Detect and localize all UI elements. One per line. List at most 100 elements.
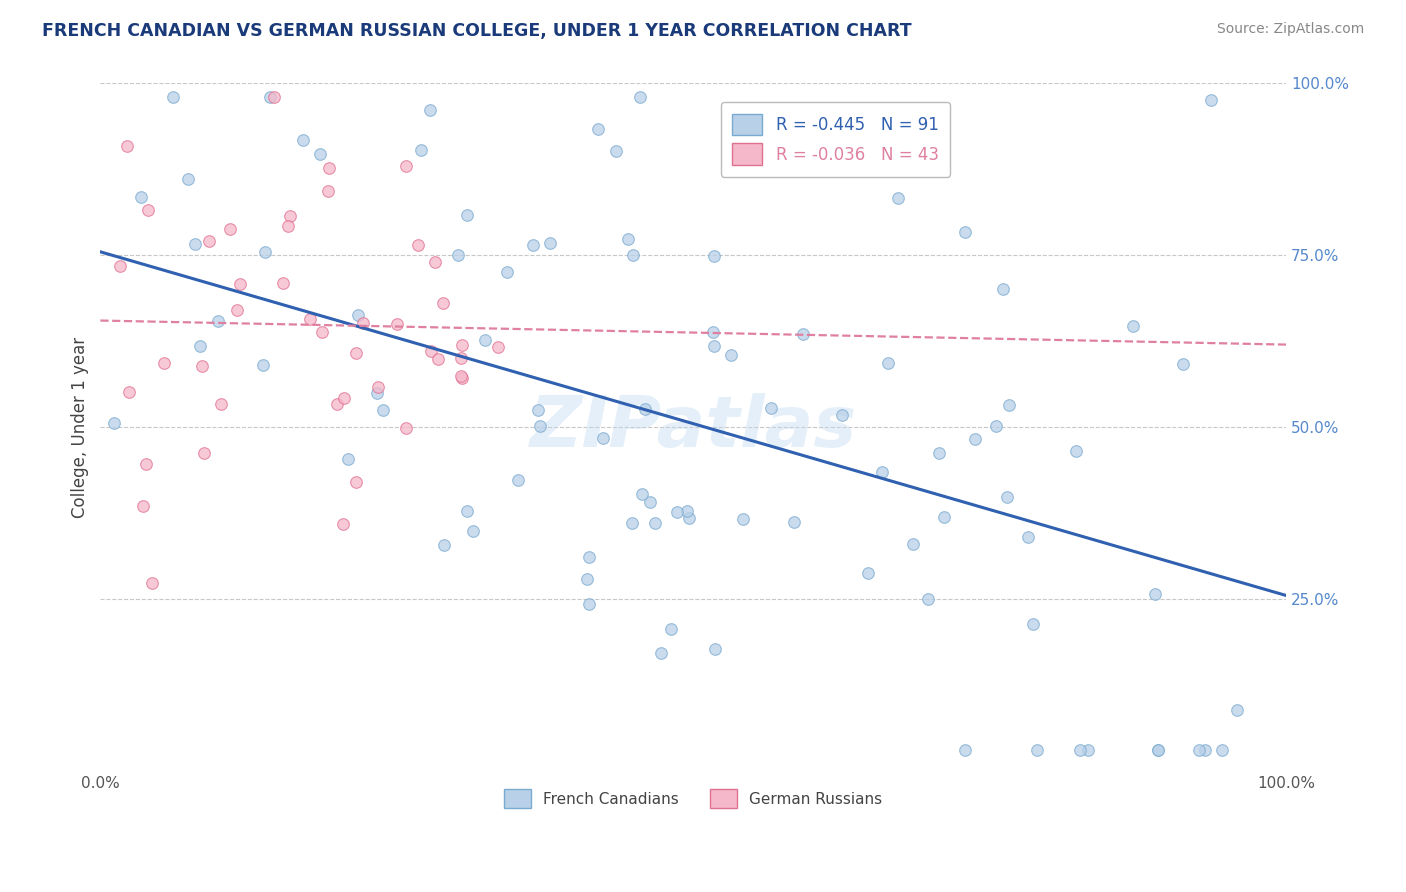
Point	[1194, 743, 1216, 757]
Point	[409, 144, 432, 158]
Point	[1143, 587, 1166, 601]
Point	[177, 171, 200, 186]
Point	[621, 516, 644, 530]
Point	[631, 487, 654, 501]
Point	[644, 516, 666, 530]
Point	[508, 473, 530, 487]
Point	[1077, 743, 1099, 757]
Point	[576, 572, 599, 586]
Point	[129, 190, 152, 204]
Point	[366, 385, 388, 400]
Point	[934, 509, 956, 524]
Point	[928, 446, 950, 460]
Y-axis label: College, Under 1 year: College, Under 1 year	[72, 336, 89, 517]
Point	[1211, 743, 1233, 757]
Point	[783, 515, 806, 529]
Point	[371, 403, 394, 417]
Point	[1017, 530, 1039, 544]
Point	[299, 312, 322, 326]
Point	[141, 575, 163, 590]
Point	[720, 348, 742, 362]
Point	[451, 370, 474, 384]
Point	[965, 432, 987, 446]
Point	[277, 219, 299, 233]
Point	[427, 351, 450, 366]
Point	[118, 385, 141, 400]
Point	[387, 317, 409, 331]
Point	[998, 398, 1021, 412]
Point	[229, 277, 252, 292]
Point	[1122, 318, 1144, 333]
Point	[1188, 743, 1211, 757]
Point	[870, 465, 893, 479]
Point	[877, 355, 900, 369]
Point	[336, 452, 359, 467]
Point	[882, 140, 904, 154]
Point	[638, 494, 661, 508]
Point	[578, 597, 600, 611]
Point	[308, 146, 330, 161]
Point	[586, 121, 609, 136]
Point	[395, 421, 418, 435]
Point	[432, 296, 454, 310]
Point	[1022, 617, 1045, 632]
Point	[316, 185, 339, 199]
Point	[209, 397, 232, 411]
Point	[184, 237, 207, 252]
Point	[621, 248, 644, 262]
Point	[759, 401, 782, 415]
Point	[993, 282, 1015, 296]
Point	[463, 524, 485, 538]
Point	[135, 458, 157, 472]
Point	[207, 314, 229, 328]
Point	[527, 403, 550, 417]
Point	[995, 490, 1018, 504]
Point	[332, 516, 354, 531]
Point	[1226, 703, 1249, 717]
Point	[496, 265, 519, 279]
Point	[344, 345, 367, 359]
Point	[676, 503, 699, 517]
Point	[333, 391, 356, 405]
Point	[665, 504, 688, 518]
Point	[1064, 443, 1087, 458]
Point	[456, 208, 478, 222]
Point	[103, 417, 125, 431]
Point	[162, 90, 184, 104]
Point	[886, 191, 908, 205]
Point	[406, 238, 429, 252]
Point	[218, 222, 240, 236]
Point	[198, 235, 221, 249]
Point	[578, 549, 600, 564]
Point	[278, 209, 301, 223]
Point	[858, 566, 880, 581]
Point	[450, 351, 472, 365]
Point	[252, 358, 274, 372]
Point	[538, 236, 561, 251]
Point	[616, 232, 638, 246]
Point	[1069, 743, 1091, 757]
Point	[394, 159, 416, 173]
Point	[318, 161, 340, 175]
Point	[451, 338, 474, 352]
Point	[110, 260, 132, 274]
Point	[1147, 743, 1170, 757]
Point	[628, 90, 651, 104]
Point	[344, 475, 367, 489]
Point	[423, 255, 446, 269]
Point	[831, 408, 853, 422]
Point	[792, 326, 814, 341]
Point	[132, 499, 155, 513]
Point	[456, 504, 478, 518]
Point	[659, 622, 682, 636]
Point	[522, 238, 544, 252]
Point	[986, 419, 1008, 434]
Point	[259, 90, 281, 104]
Point	[432, 537, 454, 551]
Point	[529, 418, 551, 433]
Text: FRENCH CANADIAN VS GERMAN RUSSIAN COLLEGE, UNDER 1 YEAR CORRELATION CHART: FRENCH CANADIAN VS GERMAN RUSSIAN COLLEG…	[42, 22, 912, 40]
Point	[450, 368, 472, 383]
Point	[1025, 743, 1047, 757]
Point	[271, 276, 294, 290]
Point	[917, 591, 939, 606]
